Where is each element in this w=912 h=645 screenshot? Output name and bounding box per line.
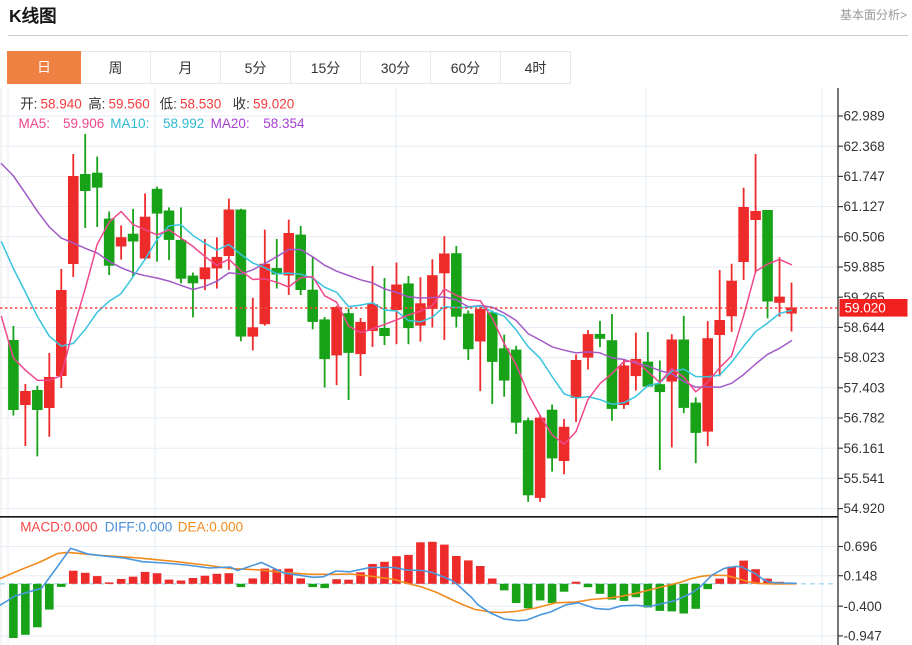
svg-text:收:: 收: — [233, 97, 250, 112]
svg-text:58.940: 58.940 — [41, 97, 82, 112]
svg-text:59.020: 59.020 — [253, 97, 294, 112]
svg-text:0.148: 0.148 — [844, 568, 878, 583]
svg-text:DIFF:0.000: DIFF:0.000 — [105, 520, 173, 535]
svg-text:MA5:: MA5: — [19, 116, 51, 131]
svg-text:60.506: 60.506 — [844, 229, 885, 244]
svg-text:61.127: 61.127 — [844, 199, 885, 214]
svg-text:59.906: 59.906 — [63, 116, 104, 131]
svg-text:56.161: 56.161 — [844, 441, 885, 456]
svg-text:58.992: 58.992 — [163, 116, 204, 131]
svg-text:高:: 高: — [88, 96, 105, 112]
svg-text:MACD:0.000: MACD:0.000 — [20, 520, 97, 535]
svg-text:59.885: 59.885 — [844, 260, 885, 275]
svg-text:MA20:: MA20: — [211, 116, 250, 131]
svg-text:58.354: 58.354 — [263, 116, 305, 131]
svg-text:62.989: 62.989 — [844, 109, 885, 124]
svg-text:61.747: 61.747 — [844, 169, 885, 184]
svg-text:-0.400: -0.400 — [844, 599, 882, 614]
svg-text:开:: 开: — [20, 97, 37, 112]
svg-text:58.644: 58.644 — [844, 320, 886, 335]
svg-text:58.530: 58.530 — [180, 97, 221, 112]
svg-text:54.920: 54.920 — [844, 501, 885, 516]
svg-text:57.403: 57.403 — [844, 380, 885, 395]
svg-text:-0.947: -0.947 — [844, 629, 882, 644]
svg-text:DEA:0.000: DEA:0.000 — [178, 520, 243, 535]
svg-text:58.023: 58.023 — [844, 350, 885, 365]
svg-text:62.368: 62.368 — [844, 139, 885, 154]
svg-text:59.020: 59.020 — [845, 301, 886, 316]
svg-text:0.696: 0.696 — [844, 539, 878, 554]
svg-text:55.541: 55.541 — [844, 471, 885, 486]
svg-text:59.560: 59.560 — [109, 97, 150, 112]
svg-text:低:: 低: — [160, 97, 177, 112]
svg-text:56.782: 56.782 — [844, 411, 885, 426]
svg-text:MA10:: MA10: — [110, 116, 149, 131]
